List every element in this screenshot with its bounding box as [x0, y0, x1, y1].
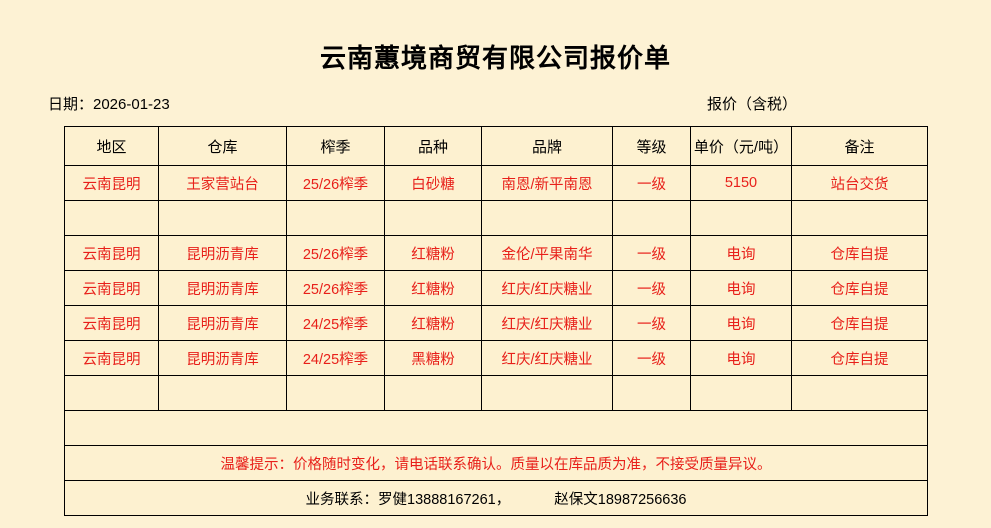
table-row: 云南昆明 王家营站台 25/26榨季 白砂糖 南恩/新平南恩 一级 5150 站…: [64, 165, 928, 201]
cell-unit-price: 电询: [690, 340, 792, 376]
cell-unit-price: [690, 375, 792, 411]
cell-brand: 金伦/平果南华: [481, 235, 613, 271]
column-header-unit-price: 单价（元/吨）: [690, 126, 792, 166]
contact-row: 业务联系：罗健13888167261， 赵保文18987256636: [64, 480, 928, 516]
column-header-region: 地区: [64, 126, 159, 166]
cell-unit-price: [690, 200, 792, 236]
cell-region: [64, 200, 159, 236]
table-row: 云南昆明 昆明沥青库 25/26榨季 红糖粉 红庆/红庆糖业 一级 电询 仓库自…: [64, 270, 928, 306]
cell-remark: 仓库自提: [791, 340, 928, 376]
cell-region: 云南昆明: [64, 340, 159, 376]
cell-warehouse: 昆明沥青库: [158, 235, 287, 271]
notice-row: 温馨提示：价格随时变化，请电话联系确认。质量以在库品质为准，不接受质量异议。: [64, 445, 928, 481]
cell-brand: 红庆/红庆糖业: [481, 270, 613, 306]
cell-remark: 仓库自提: [791, 235, 928, 271]
page-title: 云南蕙境商贸有限公司报价单: [319, 43, 671, 73]
contact-secondary: 赵保文18987256636: [554, 491, 687, 508]
cell-variety: 红糖粉: [384, 270, 482, 306]
cell-grade: 一级: [612, 165, 691, 201]
cell-variety: 黑糖粉: [384, 340, 482, 376]
cell-variety: 白砂糖: [384, 165, 482, 201]
cell-grade: 一级: [612, 235, 691, 271]
cell-variety: [384, 200, 482, 236]
price-tax-label: 报价（含税）: [706, 96, 797, 113]
cell-season: [286, 200, 385, 236]
quote-table: 地区 仓库 榨季 品种 品牌 等级 单价（元/吨） 备注 云南昆明 王家营站台 …: [64, 126, 928, 516]
cell-season: 24/25榨季: [286, 340, 385, 376]
cell-warehouse: 昆明沥青库: [158, 270, 287, 306]
cell-warehouse: 昆明沥青库: [158, 305, 287, 341]
cell-remark: 站台交货: [791, 165, 928, 201]
cell-grade: 一级: [612, 305, 691, 341]
contact-primary: 业务联系：罗健13888167261，: [305, 491, 511, 508]
cell-brand: [481, 375, 613, 411]
cell-warehouse: 王家营站台: [158, 165, 287, 201]
column-header-warehouse: 仓库: [158, 126, 287, 166]
cell-unit-price: 5150: [690, 165, 792, 201]
table-row: 云南昆明 昆明沥青库 25/26榨季 红糖粉 金伦/平果南华 一级 电询 仓库自…: [64, 235, 928, 271]
cell-remark: [791, 200, 928, 236]
cell-variety: 红糖粉: [384, 235, 482, 271]
cell-warehouse: 昆明沥青库: [158, 340, 287, 376]
table-row-merged-blank: [64, 410, 928, 446]
cell-warehouse: [158, 200, 287, 236]
cell-region: [64, 375, 159, 411]
cell-grade: 一级: [612, 270, 691, 306]
merged-blank-cell: [64, 410, 928, 446]
cell-season: 25/26榨季: [286, 165, 385, 201]
cell-unit-price: 电询: [690, 270, 792, 306]
column-header-brand: 品牌: [481, 126, 613, 166]
cell-brand: 红庆/红庆糖业: [481, 305, 613, 341]
column-header-remark: 备注: [791, 126, 928, 166]
table-row-blank: [64, 375, 928, 411]
cell-remark: 仓库自提: [791, 305, 928, 341]
cell-brand: 红庆/红庆糖业: [481, 340, 613, 376]
cell-brand: [481, 200, 613, 236]
quote-date: 日期：2026-01-23: [48, 96, 170, 113]
cell-region: 云南昆明: [64, 305, 159, 341]
cell-grade: 一级: [612, 340, 691, 376]
cell-grade: [612, 375, 691, 411]
cell-variety: 红糖粉: [384, 305, 482, 341]
cell-remark: [791, 375, 928, 411]
quote-table-wrapper: 地区 仓库 榨季 品种 品牌 等级 单价（元/吨） 备注 云南昆明 王家营站台 …: [64, 126, 928, 516]
contact-cell: 业务联系：罗健13888167261， 赵保文18987256636: [64, 480, 928, 516]
cell-remark: 仓库自提: [791, 270, 928, 306]
cell-season: 25/26榨季: [286, 270, 385, 306]
notice-text: 温馨提示：价格随时变化，请电话联系确认。质量以在库品质为准，不接受质量异议。: [64, 445, 928, 481]
column-header-grade: 等级: [612, 126, 691, 166]
cell-variety: [384, 375, 482, 411]
meta-row: 日期：2026-01-23 报价（含税）: [0, 93, 991, 114]
cell-region: 云南昆明: [64, 270, 159, 306]
table-row-blank: [64, 200, 928, 236]
cell-grade: [612, 200, 691, 236]
cell-season: [286, 375, 385, 411]
table-header-row: 地区 仓库 榨季 品种 品牌 等级 单价（元/吨） 备注: [64, 126, 928, 166]
cell-season: 24/25榨季: [286, 305, 385, 341]
column-header-season: 榨季: [286, 126, 385, 166]
cell-region: 云南昆明: [64, 165, 159, 201]
cell-unit-price: 电询: [690, 305, 792, 341]
table-row: 云南昆明 昆明沥青库 24/25榨季 红糖粉 红庆/红庆糖业 一级 电询 仓库自…: [64, 305, 928, 341]
cell-brand: 南恩/新平南恩: [481, 165, 613, 201]
cell-warehouse: [158, 375, 287, 411]
cell-unit-price: 电询: [690, 235, 792, 271]
table-row: 云南昆明 昆明沥青库 24/25榨季 黑糖粉 红庆/红庆糖业 一级 电询 仓库自…: [64, 340, 928, 376]
column-header-variety: 品种: [384, 126, 482, 166]
cell-season: 25/26榨季: [286, 235, 385, 271]
cell-region: 云南昆明: [64, 235, 159, 271]
